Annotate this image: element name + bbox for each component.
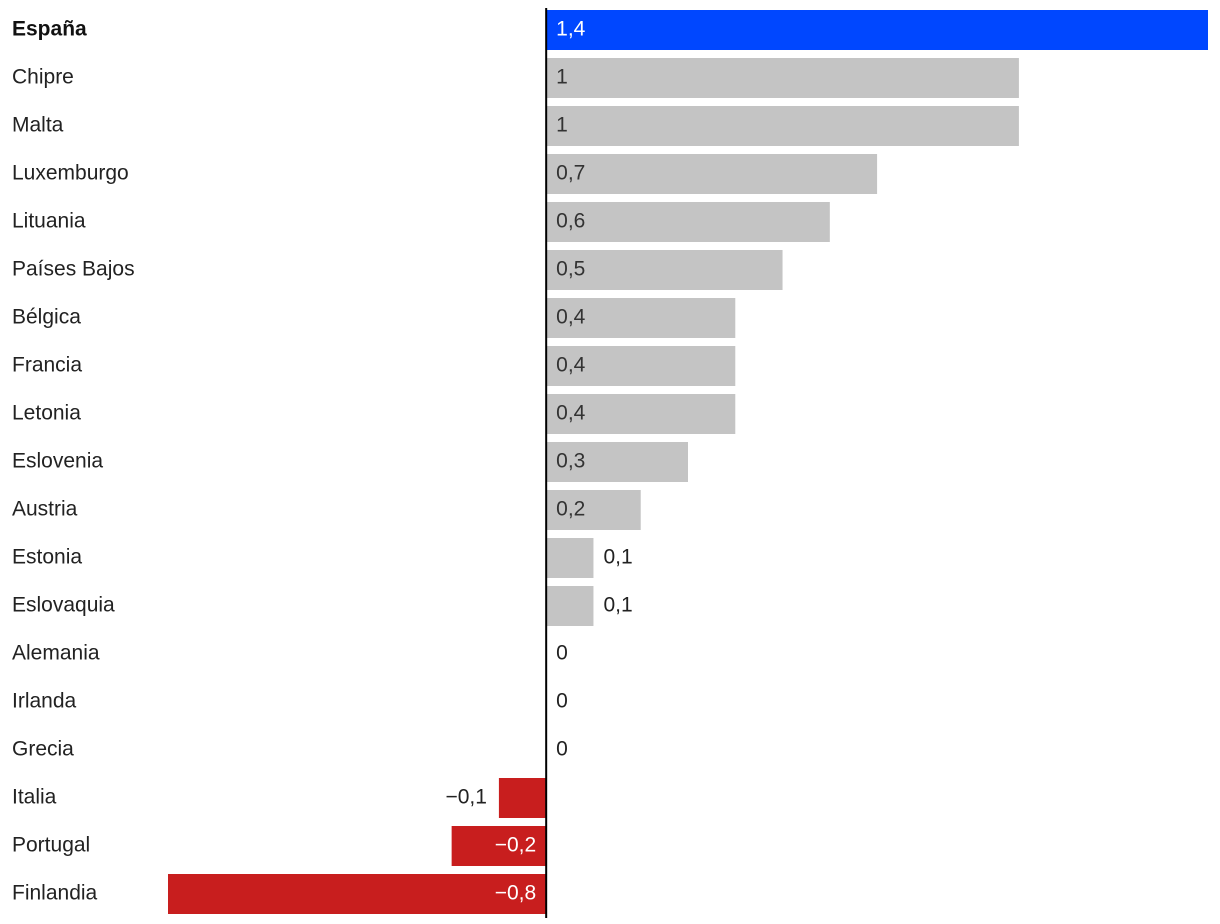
bar (546, 490, 641, 530)
value-label: −0,8 (495, 882, 536, 905)
category-label: Bélgica (12, 306, 81, 329)
bar (546, 250, 783, 290)
bar (546, 106, 1019, 146)
value-label: 0,4 (556, 306, 586, 329)
category-label: Malta (12, 114, 64, 137)
category-label: Austria (12, 498, 78, 521)
value-label: 1 (556, 66, 568, 89)
bar (498, 778, 547, 818)
category-label: Portugal (12, 834, 90, 857)
bar (546, 10, 1208, 50)
bar (168, 874, 547, 914)
bar (546, 202, 830, 242)
bar (546, 586, 594, 626)
bar (546, 442, 688, 482)
bar (546, 346, 736, 386)
category-label: Eslovaquia (12, 594, 115, 617)
value-label: 0 (556, 690, 568, 713)
value-label: 0,3 (556, 450, 585, 473)
value-label: 0 (556, 642, 568, 665)
value-label: 1 (556, 114, 568, 137)
value-label: 1,4 (556, 18, 586, 41)
category-label: Francia (12, 354, 82, 377)
bar (546, 298, 736, 338)
bar (546, 394, 736, 434)
category-label: Italia (12, 786, 57, 809)
category-label: Chipre (12, 66, 74, 89)
bar (451, 826, 547, 866)
category-label: España (12, 18, 87, 41)
category-label: Lituania (12, 210, 86, 233)
value-label: 0,2 (556, 498, 585, 521)
value-label: 0,1 (603, 594, 632, 617)
value-label: 0,6 (556, 210, 585, 233)
category-label: Luxemburgo (12, 162, 129, 185)
value-label: 0 (556, 738, 568, 761)
value-label: 0,1 (603, 546, 632, 569)
bar (546, 58, 1019, 98)
category-label: Irlanda (12, 690, 77, 713)
category-label: Letonia (12, 402, 81, 425)
category-label: Finlandia (12, 882, 98, 905)
value-label: −0,2 (495, 834, 536, 857)
value-label: 0,5 (556, 258, 585, 281)
category-label: Grecia (12, 738, 74, 761)
value-label: 0,4 (556, 354, 586, 377)
category-label: Estonia (12, 546, 82, 569)
bar (546, 154, 878, 194)
category-label: Países Bajos (12, 258, 135, 281)
value-label: 0,7 (556, 162, 585, 185)
category-label: Eslovenia (12, 450, 103, 473)
category-label: Alemania (12, 642, 100, 665)
value-label: −0,1 (445, 786, 486, 809)
bar (546, 538, 594, 578)
value-label: 0,4 (556, 402, 586, 425)
